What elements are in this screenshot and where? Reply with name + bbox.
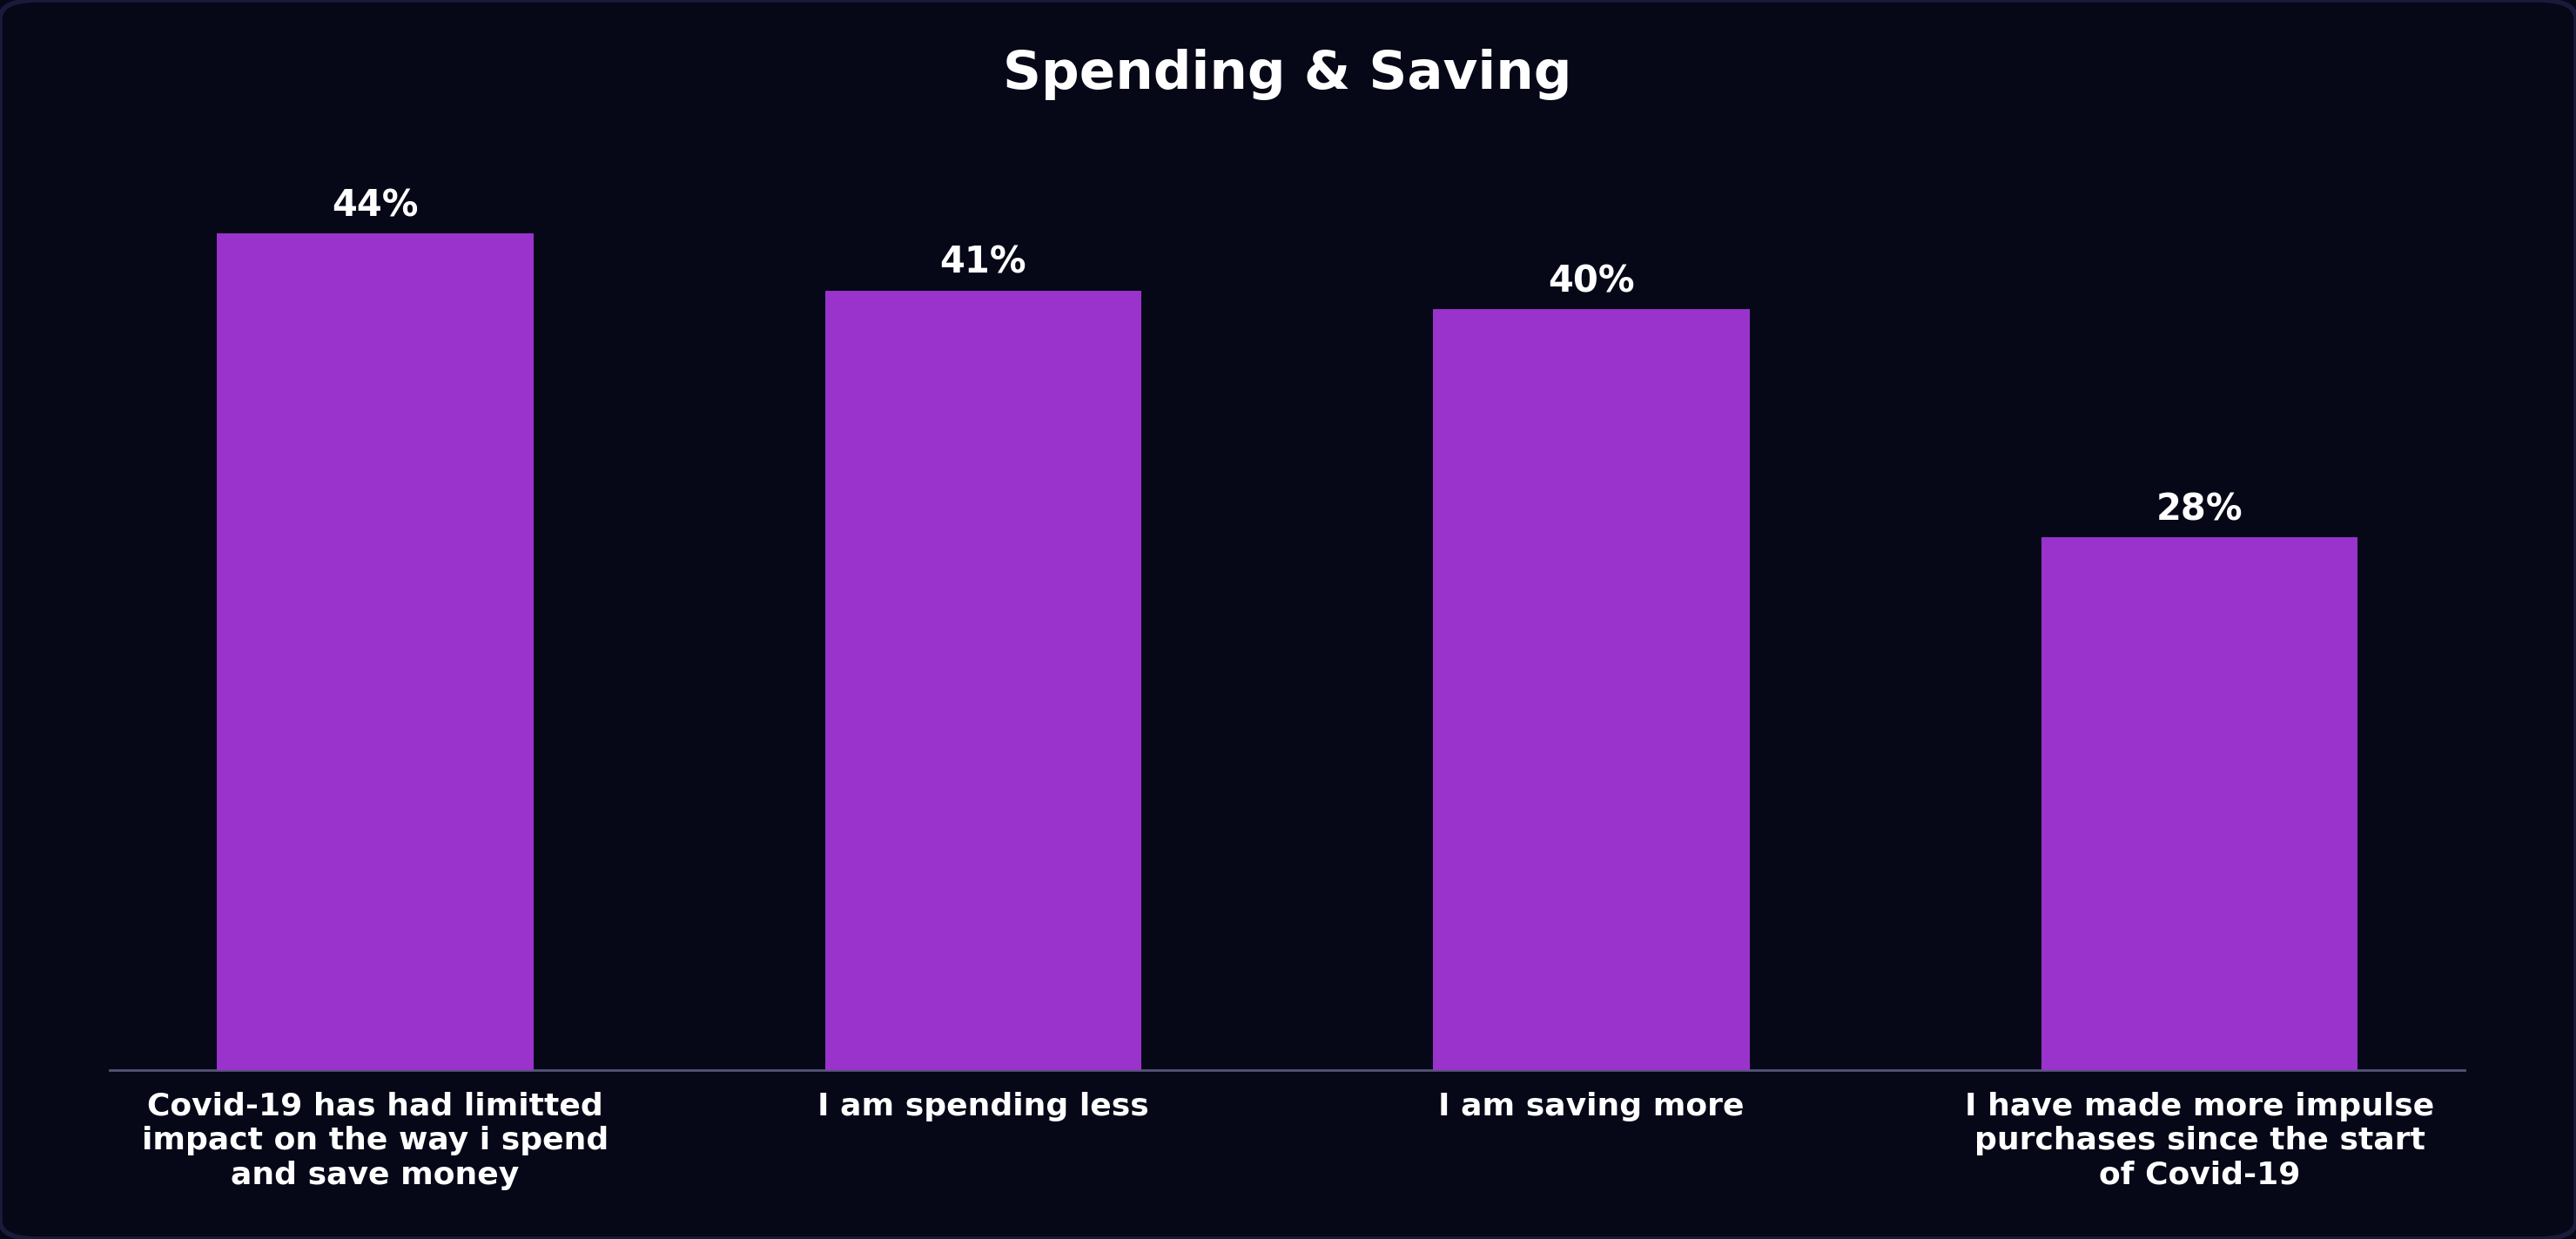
Text: 28%: 28% — [2156, 492, 2244, 528]
Bar — [824, 290, 1141, 1070]
Bar — [216, 233, 533, 1070]
Bar — [1432, 310, 1749, 1070]
Text: 41%: 41% — [940, 244, 1028, 281]
Title: Spending & Saving: Spending & Saving — [1002, 50, 1571, 100]
Bar — [2040, 538, 2357, 1070]
Text: 44%: 44% — [332, 187, 417, 224]
Text: 40%: 40% — [1548, 264, 1636, 300]
